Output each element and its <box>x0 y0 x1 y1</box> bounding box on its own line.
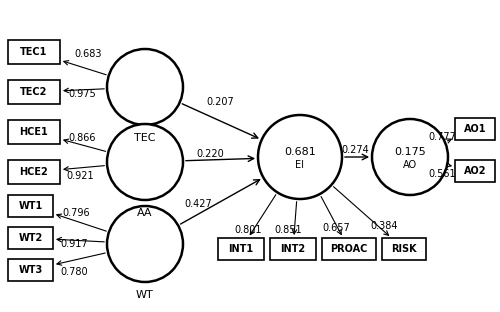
FancyBboxPatch shape <box>382 238 426 260</box>
Text: 0.175: 0.175 <box>394 147 426 157</box>
FancyBboxPatch shape <box>8 227 53 249</box>
Text: AA: AA <box>137 208 153 218</box>
Text: AO: AO <box>403 160 417 170</box>
Ellipse shape <box>107 124 183 200</box>
Text: 0.866: 0.866 <box>68 133 96 143</box>
Text: 0.917: 0.917 <box>60 239 88 249</box>
Text: INT2: INT2 <box>280 244 305 254</box>
Text: 0.681: 0.681 <box>284 147 316 157</box>
Text: AO2: AO2 <box>464 166 486 176</box>
FancyBboxPatch shape <box>8 160 60 184</box>
Text: 0.561: 0.561 <box>428 169 456 179</box>
FancyBboxPatch shape <box>8 259 53 281</box>
Text: TEC: TEC <box>134 133 156 143</box>
FancyBboxPatch shape <box>218 238 264 260</box>
Text: 0.780: 0.780 <box>60 267 88 277</box>
Text: WT1: WT1 <box>18 201 42 211</box>
Text: 0.777: 0.777 <box>428 132 456 142</box>
Text: PROAC: PROAC <box>330 244 368 254</box>
Text: INT1: INT1 <box>228 244 254 254</box>
Text: 0.207: 0.207 <box>206 97 234 107</box>
Text: 0.975: 0.975 <box>68 89 96 99</box>
Text: TEC2: TEC2 <box>20 87 48 97</box>
Text: 0.274: 0.274 <box>341 145 369 155</box>
FancyBboxPatch shape <box>8 195 53 217</box>
Text: 0.220: 0.220 <box>196 149 224 159</box>
Ellipse shape <box>107 49 183 125</box>
FancyBboxPatch shape <box>322 238 376 260</box>
Text: WT3: WT3 <box>18 265 42 275</box>
FancyBboxPatch shape <box>8 40 60 64</box>
FancyBboxPatch shape <box>8 80 60 104</box>
Text: HCE1: HCE1 <box>20 127 48 137</box>
Text: 0.921: 0.921 <box>66 171 94 181</box>
Text: 0.657: 0.657 <box>322 223 350 233</box>
Text: TEC1: TEC1 <box>20 47 48 57</box>
FancyBboxPatch shape <box>8 120 60 144</box>
Ellipse shape <box>258 115 342 199</box>
Ellipse shape <box>107 206 183 282</box>
Text: EI: EI <box>296 160 304 170</box>
Text: 0.796: 0.796 <box>62 208 90 218</box>
Text: HCE2: HCE2 <box>20 167 48 177</box>
Text: 0.851: 0.851 <box>274 225 302 235</box>
Text: 0.427: 0.427 <box>184 199 212 209</box>
Text: 0.801: 0.801 <box>234 225 262 235</box>
Ellipse shape <box>372 119 448 195</box>
FancyBboxPatch shape <box>455 160 495 182</box>
FancyBboxPatch shape <box>455 118 495 140</box>
FancyBboxPatch shape <box>270 238 316 260</box>
Text: WT: WT <box>136 290 154 300</box>
Text: RISK: RISK <box>391 244 417 254</box>
Text: 0.683: 0.683 <box>74 49 102 59</box>
Text: 0.384: 0.384 <box>370 221 398 231</box>
Text: AO1: AO1 <box>464 124 486 134</box>
Text: WT2: WT2 <box>18 233 42 243</box>
